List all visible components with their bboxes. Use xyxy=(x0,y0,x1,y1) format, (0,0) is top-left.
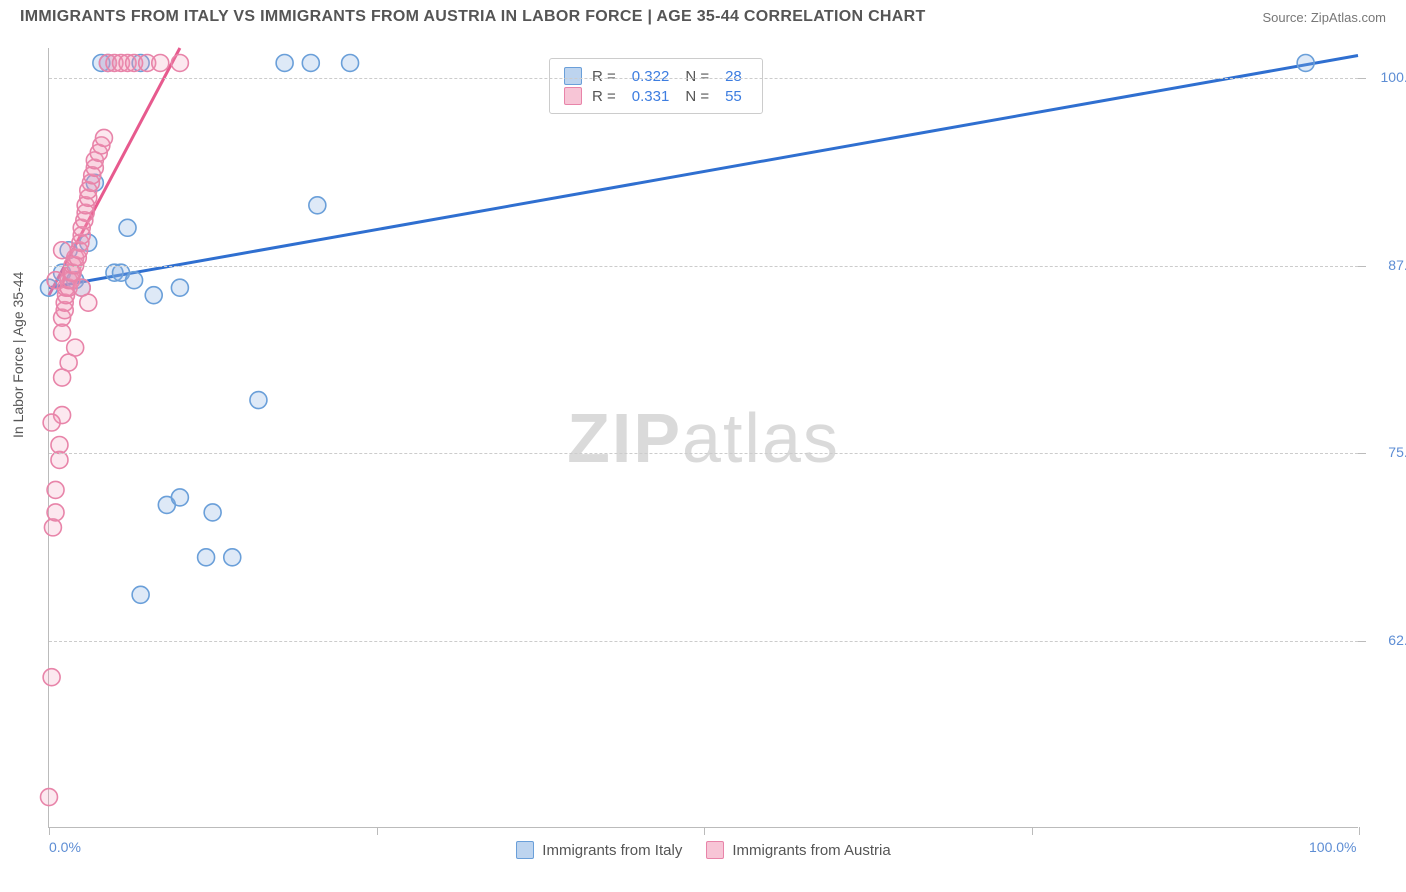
x-tick-label: 100.0% xyxy=(1309,839,1356,855)
y-tick-label: 62.5% xyxy=(1368,632,1406,648)
data-point-italy xyxy=(250,392,267,409)
data-point-italy xyxy=(1297,54,1314,71)
data-point-austria xyxy=(47,481,64,498)
data-point-italy xyxy=(171,279,188,296)
legend-item-italy: Immigrants from Italy xyxy=(516,841,682,859)
y-tick-label: 87.5% xyxy=(1368,257,1406,273)
data-point-austria xyxy=(47,504,64,521)
legend-row-italy: R = 0.322 N = 28 xyxy=(564,67,748,85)
data-point-austria xyxy=(41,789,58,806)
data-point-italy xyxy=(119,219,136,236)
legend-swatch-italy xyxy=(564,67,582,85)
data-point-austria xyxy=(47,272,64,289)
scatter-svg xyxy=(49,48,1358,827)
data-point-austria xyxy=(152,54,169,71)
y-tick-label: 100.0% xyxy=(1368,69,1406,85)
legend-row-austria: R = 0.331 N = 55 xyxy=(564,87,748,105)
gridline xyxy=(49,453,1358,454)
x-tick-label: 0.0% xyxy=(49,839,81,855)
data-point-italy xyxy=(126,272,143,289)
data-point-italy xyxy=(171,489,188,506)
data-point-austria xyxy=(54,242,71,259)
gridline xyxy=(49,641,1358,642)
data-point-italy xyxy=(145,287,162,304)
chart-header: IMMIGRANTS FROM ITALY VS IMMIGRANTS FROM… xyxy=(0,0,1406,30)
data-point-austria xyxy=(43,669,60,686)
data-point-italy xyxy=(204,504,221,521)
data-point-austria xyxy=(171,54,188,71)
series-legend: Immigrants from Italy Immigrants from Au… xyxy=(49,841,1358,859)
data-point-italy xyxy=(276,54,293,71)
data-point-austria xyxy=(80,294,97,311)
data-point-italy xyxy=(132,586,149,603)
data-point-austria xyxy=(60,354,77,371)
chart-plot-area: ZIPatlas R = 0.322 N = 28 R = 0.331 N = … xyxy=(48,48,1358,828)
data-point-austria xyxy=(51,437,68,454)
legend-swatch-austria xyxy=(564,87,582,105)
data-point-austria xyxy=(95,129,112,146)
source-attribution: Source: ZipAtlas.com xyxy=(1262,10,1386,25)
y-tick-label: 75.0% xyxy=(1368,444,1406,460)
data-point-italy xyxy=(224,549,241,566)
legend-swatch-italy-bottom xyxy=(516,841,534,859)
data-point-austria xyxy=(43,414,60,431)
gridline xyxy=(49,78,1358,79)
y-axis-label: In Labor Force | Age 35-44 xyxy=(10,272,26,438)
data-point-italy xyxy=(302,54,319,71)
legend-item-austria: Immigrants from Austria xyxy=(706,841,890,859)
data-point-italy xyxy=(309,197,326,214)
gridline xyxy=(49,266,1358,267)
data-point-italy xyxy=(342,54,359,71)
data-point-austria xyxy=(44,519,61,536)
correlation-legend: R = 0.322 N = 28 R = 0.331 N = 55 xyxy=(549,58,763,114)
legend-swatch-austria-bottom xyxy=(706,841,724,859)
chart-title: IMMIGRANTS FROM ITALY VS IMMIGRANTS FROM… xyxy=(20,8,926,26)
data-point-italy xyxy=(198,549,215,566)
